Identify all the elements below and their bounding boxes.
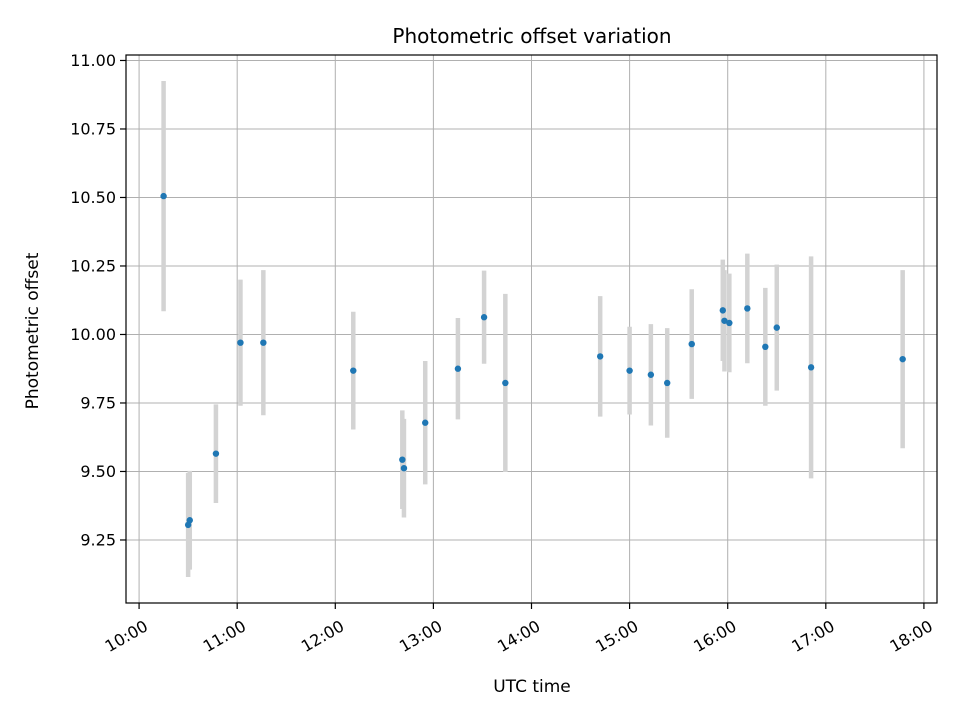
data-point <box>212 450 220 457</box>
data-point <box>160 192 167 200</box>
data-point <box>399 456 406 463</box>
data-point <box>719 307 727 314</box>
data-point <box>400 464 408 472</box>
data-point <box>899 355 906 363</box>
data-point <box>762 343 769 351</box>
y-tick-label: 9.25 <box>80 530 116 549</box>
data-point <box>744 305 751 312</box>
data-point <box>688 340 695 348</box>
chart-title: Photometric offset variation <box>392 24 671 48</box>
data-point <box>422 419 429 426</box>
y-tick-label: 10.75 <box>70 119 116 138</box>
data-point <box>480 314 488 321</box>
data-point <box>807 364 815 371</box>
x-axis-title: UTC time <box>493 677 571 697</box>
y-tick-label: 10.25 <box>70 256 116 275</box>
point-layer <box>160 192 906 529</box>
data-point <box>454 365 462 372</box>
data-point <box>186 517 193 524</box>
data-point <box>237 339 244 346</box>
data-point <box>664 379 671 387</box>
y-tick-label: 9.75 <box>80 393 116 412</box>
data-point <box>647 371 655 378</box>
y-tick-label: 11.00 <box>70 51 116 70</box>
data-point <box>626 367 633 374</box>
y-tick-label: 10.50 <box>70 188 116 207</box>
data-point <box>502 379 509 387</box>
data-point <box>773 324 780 331</box>
data-point <box>721 317 728 324</box>
data-point <box>350 367 357 374</box>
y-tick-label: 10.00 <box>70 325 116 344</box>
y-axis-title: Photometric offset <box>23 252 43 409</box>
data-point <box>726 319 733 327</box>
data-point <box>260 339 267 346</box>
data-point <box>596 353 604 360</box>
y-tick-label: 9.50 <box>80 462 116 481</box>
